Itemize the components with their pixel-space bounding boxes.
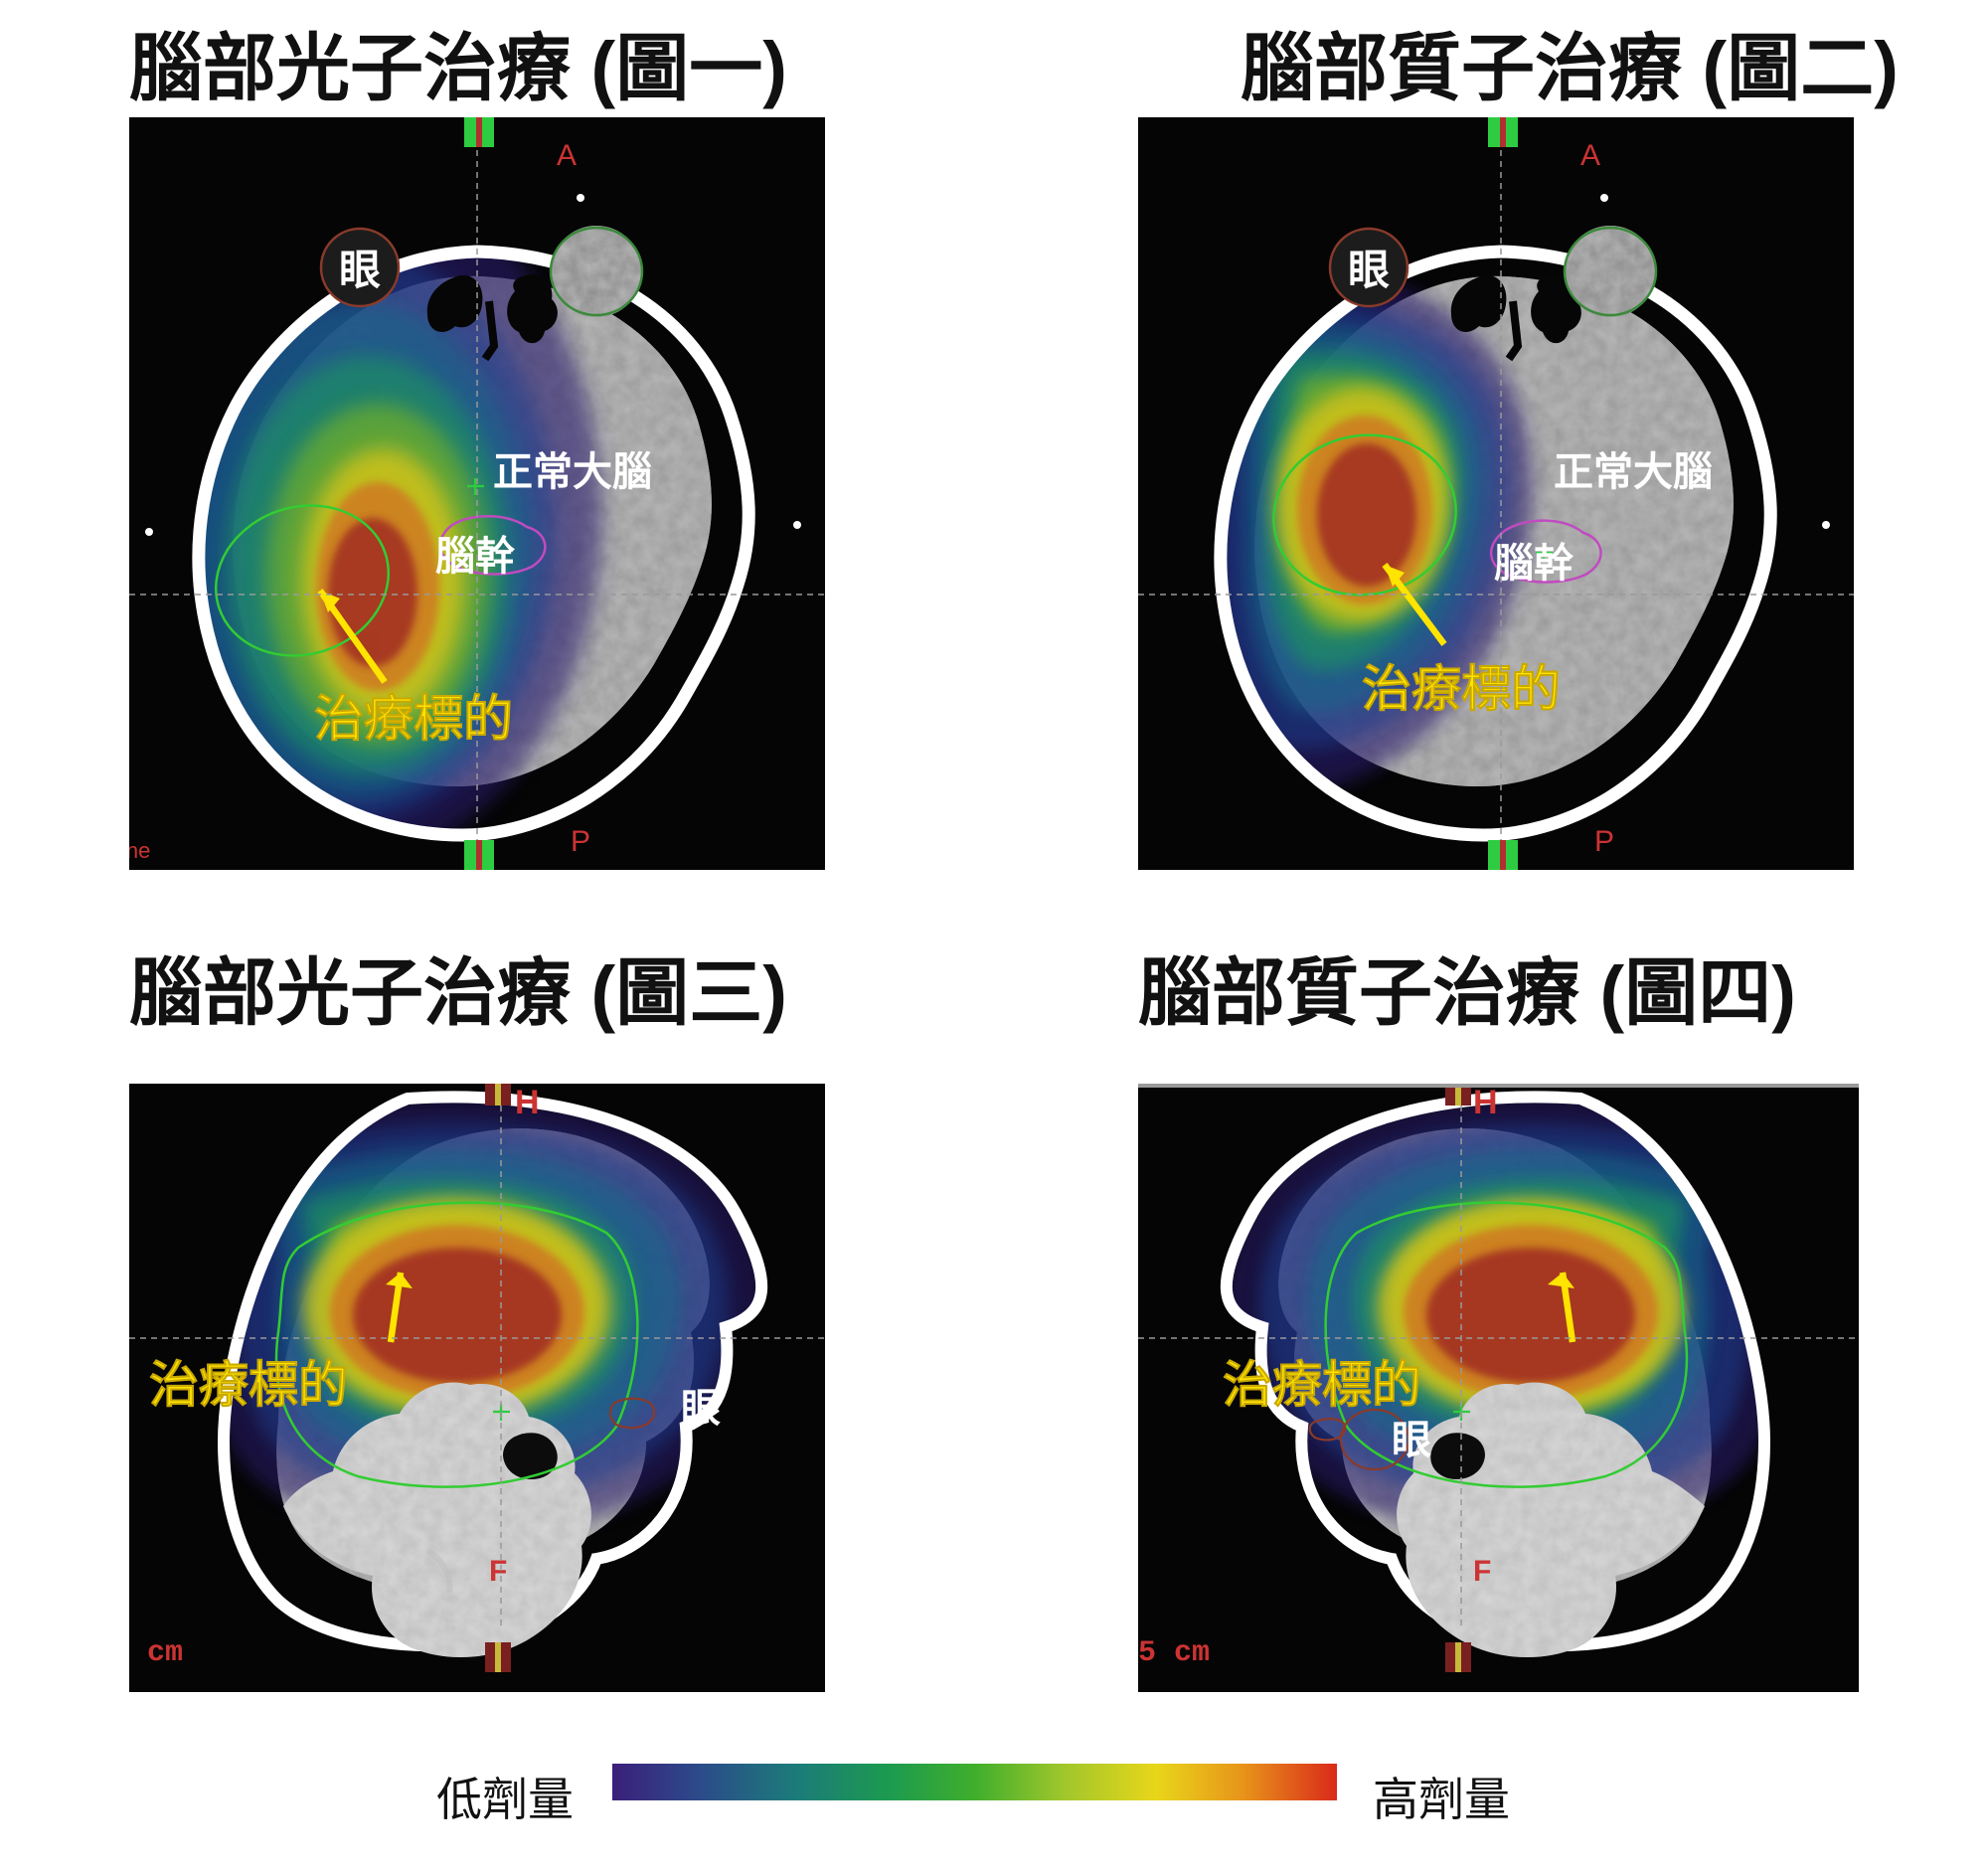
svg-text:F: F bbox=[489, 1555, 507, 1588]
svg-text:治療標的: 治療標的 bbox=[314, 691, 513, 747]
svg-text:ine: ine bbox=[129, 838, 150, 863]
svg-text:5 cm: 5 cm bbox=[1138, 1636, 1210, 1670]
svg-text:正常大腦: 正常大腦 bbox=[1554, 450, 1713, 494]
svg-text:眼: 眼 bbox=[681, 1387, 721, 1431]
svg-text:正常大腦: 正常大腦 bbox=[493, 450, 652, 494]
svg-text:治療標的: 治療標的 bbox=[149, 1357, 348, 1413]
svg-text:H: H bbox=[515, 1084, 540, 1121]
svg-text:A: A bbox=[557, 139, 577, 172]
svg-text:治療標的: 治療標的 bbox=[1362, 661, 1561, 717]
svg-text:腦幹: 腦幹 bbox=[435, 534, 515, 579]
svg-text:眼: 眼 bbox=[339, 247, 381, 293]
svg-text:F: F bbox=[1473, 1555, 1491, 1588]
svg-text:P: P bbox=[571, 825, 590, 858]
svg-text:眼: 眼 bbox=[1392, 1419, 1431, 1462]
svg-text:H: H bbox=[1473, 1084, 1498, 1121]
svg-text:腦幹: 腦幹 bbox=[1494, 541, 1574, 586]
svg-text:A: A bbox=[1580, 139, 1600, 172]
svg-text:眼: 眼 bbox=[1348, 247, 1390, 293]
svg-text:治療標的: 治療標的 bbox=[1223, 1357, 1421, 1413]
svg-text:P: P bbox=[1594, 825, 1614, 858]
svg-text:cm: cm bbox=[147, 1636, 183, 1670]
